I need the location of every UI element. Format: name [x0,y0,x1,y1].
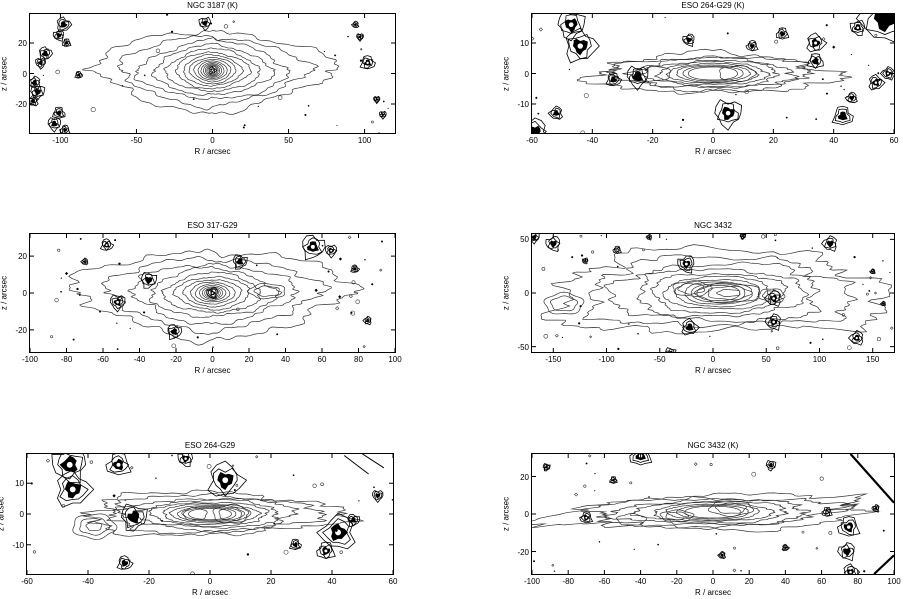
y-tick-label: -10 [12,540,24,550]
x-tick-label: -40 [634,577,647,586]
x-tick-label: -100 [523,577,541,586]
y-tick-label: 20 [18,38,27,48]
x-tick-label: 0 [210,355,215,364]
y-tick-label: -10 [517,100,529,109]
x-tick-label: -100 [21,355,39,364]
x-axis-label: R / arcsec [191,588,229,597]
contour-plot-canvas [531,453,895,575]
x-tick-label: 20 [744,577,754,586]
x-axis-label: R / arcsec [194,366,231,375]
y-tick-label: 0 [19,510,24,519]
x-tick-label: -60 [97,355,109,364]
x-tick-label: 40 [829,136,839,145]
x-tick-label: -100 [52,136,69,145]
x-tick-label: 20 [244,355,254,364]
x-tick-label: 0 [207,577,213,586]
x-tick-label: -20 [646,136,659,145]
panel-title: NGC 3187 (K) [187,1,238,10]
y-tick-label: 10 [15,479,24,489]
x-tick-label: -100 [598,355,615,364]
y-tick-label: 0 [524,510,529,519]
panel-title: ESO 264-G29 (K) [681,1,745,10]
x-tick-label: 60 [889,136,899,145]
y-tick-label: 50 [520,235,529,245]
x-tick-label: -40 [586,136,599,145]
x-tick-label: 0 [710,136,716,145]
x-tick-label: 0 [710,577,716,586]
x-tick-label: -60 [598,577,611,586]
x-axis-label: R / arcsec [694,588,732,597]
x-tick-label: -80 [562,577,574,586]
x-tick-label: 0 [710,355,716,364]
panel-title: NGC 3432 [694,221,732,230]
x-tick-label: 50 [284,136,293,145]
x-tick-label: 40 [281,355,290,364]
x-tick-label: 20 [768,136,778,145]
contour-plot-canvas [531,13,895,134]
x-tick-label: -40 [82,577,94,586]
x-tick-label: -20 [143,577,155,586]
x-tick-label: -50 [130,136,143,145]
y-tick-label: 0 [524,289,529,298]
y-tick-label: -20 [15,100,27,109]
x-tick-label: 150 [866,355,880,364]
x-tick-label: -50 [653,355,666,364]
y-tick-label: 0 [524,69,529,79]
x-tick-label: -40 [133,355,146,364]
x-tick-label: -150 [545,355,562,364]
panel-title: ESO 317-G29 [187,221,238,230]
x-tick-label: -20 [671,577,683,586]
panel-title: ESO 264-G29 [184,441,236,450]
x-axis-label: R / arcsec [694,366,732,375]
contour-plot-canvas [29,13,396,134]
contour-plot-canvas [29,233,396,353]
x-tick-label: 100 [388,355,402,364]
x-tick-label: -20 [170,355,182,364]
y-tick-label: -20 [517,547,529,557]
y-tick-label: 20 [520,472,529,482]
x-tick-label: 60 [317,355,327,364]
x-tick-label: -80 [60,355,73,364]
y-tick-label: 10 [520,38,529,48]
x-tick-label: 100 [812,355,827,364]
x-tick-label: 100 [887,577,901,586]
x-tick-label: 100 [357,136,372,145]
panel-title: NGC 3432 (K) [687,441,739,450]
y-tick-label: 0 [22,69,27,79]
x-tick-label: 40 [780,577,790,586]
x-tick-label: -60 [21,577,33,586]
y-tick-label: -50 [517,342,529,352]
y-tick-label: 20 [18,252,27,262]
x-tick-label: 0 [210,136,215,145]
x-tick-label: 60 [817,577,827,586]
contour-plot-canvas [531,233,895,353]
x-tick-label: 20 [266,577,276,586]
x-tick-label: 60 [388,577,398,586]
x-tick-label: 80 [354,355,363,364]
x-axis-label: R / arcsec [194,147,231,156]
x-tick-label: 40 [327,577,337,586]
x-tick-label: -60 [526,136,538,145]
y-tick-label: -20 [15,325,27,335]
y-tick-label: 0 [22,289,27,298]
x-axis-label: R / arcsec [694,147,732,156]
x-tick-label: 80 [853,577,863,586]
x-tick-label: 50 [761,355,771,364]
contour-plot-canvas [26,453,394,575]
